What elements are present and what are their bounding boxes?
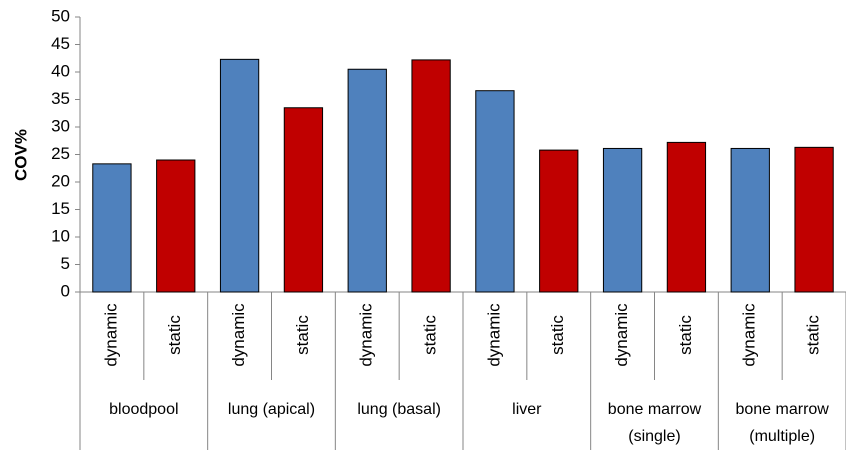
bar (730, 147, 770, 293)
group-label: lung (basal) (357, 401, 441, 418)
x-tick-label: static (804, 315, 823, 355)
bar (219, 58, 260, 293)
group-label: bloodpool (109, 401, 179, 418)
group-label: bone marrow (single) (607, 401, 702, 445)
group-label: lung (apical) (227, 401, 316, 418)
x-tick-label: dynamic (101, 303, 120, 367)
x-tick-label: dynamic (229, 303, 248, 367)
y-tick-label: 35 (51, 89, 70, 108)
y-tick-label: 10 (51, 226, 70, 245)
x-tick-label: dynamic (612, 303, 631, 367)
x-tick-label: static (421, 315, 440, 355)
bar (475, 90, 515, 293)
y-tick-label: 40 (51, 61, 70, 80)
y-tick-label: 0 (61, 281, 70, 300)
x-tick-label: dynamic (740, 303, 759, 367)
bar (411, 59, 451, 293)
x-tick-label: static (676, 315, 695, 355)
x-tick-label: dynamic (357, 303, 376, 367)
y-tick-label: 20 (51, 171, 70, 190)
y-tick-label: 45 (51, 34, 70, 53)
x-tick-label: static (293, 315, 312, 355)
y-tick-label: 50 (51, 6, 70, 25)
bar (794, 146, 834, 293)
y-tick-label: 25 (51, 144, 70, 163)
x-tick-label: dynamic (484, 303, 503, 367)
bar (347, 68, 387, 293)
bar (283, 107, 324, 293)
bar (156, 159, 196, 293)
x-tick-label: static (548, 315, 567, 355)
y-axis-label: COV% (11, 129, 30, 181)
bar (539, 149, 579, 293)
y-tick-label: 15 (51, 199, 70, 218)
x-tick-label: static (165, 315, 184, 355)
y-tick-label: 5 (61, 254, 70, 273)
bar (666, 141, 707, 293)
group-label: bone marrow (multiple) (735, 401, 829, 445)
y-tick-label: 30 (51, 116, 70, 135)
bar (602, 147, 643, 293)
group-label: liver (512, 401, 542, 418)
bar (92, 163, 132, 293)
